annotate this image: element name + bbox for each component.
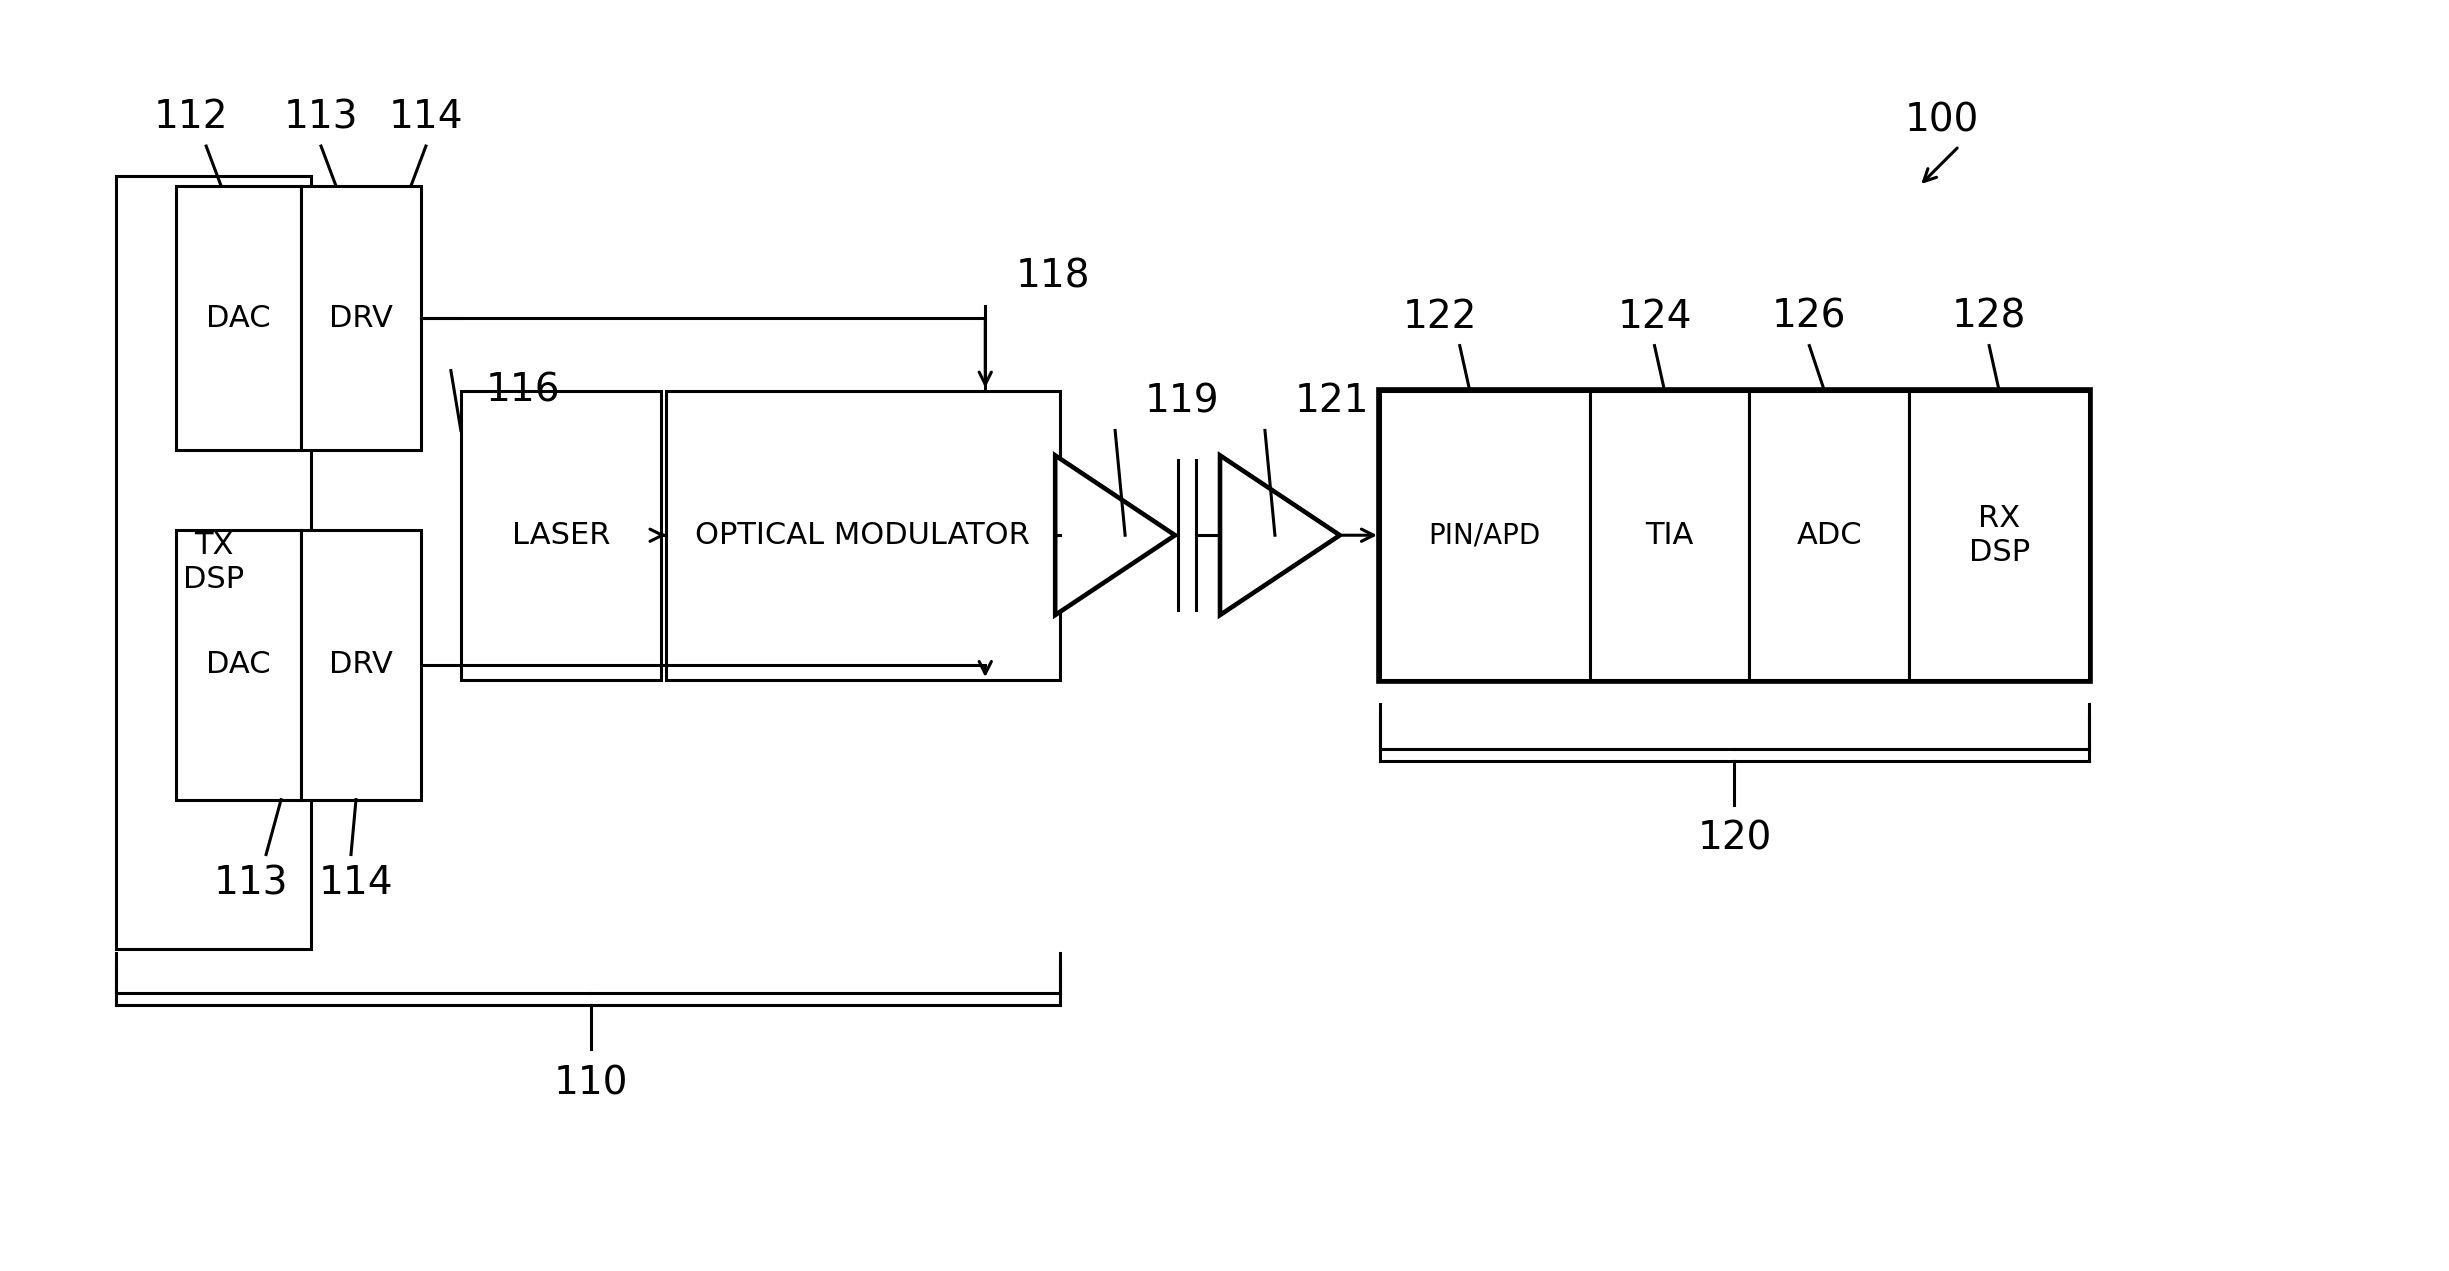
Text: 120: 120 xyxy=(1697,820,1771,858)
Text: 119: 119 xyxy=(1146,383,1220,421)
Bar xyxy=(460,390,661,680)
Text: 126: 126 xyxy=(1773,297,1847,336)
Text: 121: 121 xyxy=(1296,383,1369,421)
Text: TIA: TIA xyxy=(1646,521,1695,550)
Text: 124: 124 xyxy=(1616,297,1692,336)
Bar xyxy=(1910,390,2089,680)
Text: DAC: DAC xyxy=(206,651,272,680)
Bar xyxy=(115,175,311,949)
Text: 122: 122 xyxy=(1403,297,1477,336)
Text: DRV: DRV xyxy=(328,651,392,680)
Text: 100: 100 xyxy=(1905,102,1979,139)
Bar xyxy=(301,530,421,799)
Bar xyxy=(1589,390,1749,680)
Text: LASER: LASER xyxy=(512,521,610,550)
Text: OPTICAL MODULATOR: OPTICAL MODULATOR xyxy=(696,521,1031,550)
Bar xyxy=(666,390,1060,680)
Bar xyxy=(301,186,421,450)
Text: RX
DSP: RX DSP xyxy=(1969,503,2030,567)
Polygon shape xyxy=(1220,455,1340,615)
Text: 114: 114 xyxy=(318,864,394,902)
Text: 118: 118 xyxy=(1016,258,1090,296)
Bar xyxy=(1379,390,1589,680)
Text: 113: 113 xyxy=(284,98,358,136)
Text: 112: 112 xyxy=(154,98,228,136)
Text: DRV: DRV xyxy=(328,304,392,333)
Text: 110: 110 xyxy=(553,1064,627,1102)
Bar xyxy=(176,530,301,799)
Bar xyxy=(1379,390,2089,680)
Text: PIN/APD: PIN/APD xyxy=(1428,521,1540,549)
Text: 128: 128 xyxy=(1952,297,2025,336)
Bar xyxy=(176,186,301,450)
Text: TX
DSP: TX DSP xyxy=(184,531,245,594)
Text: 114: 114 xyxy=(389,98,463,136)
Text: DAC: DAC xyxy=(206,304,272,333)
Bar xyxy=(1749,390,1910,680)
Text: 113: 113 xyxy=(213,864,289,902)
Text: ADC: ADC xyxy=(1798,521,1861,550)
Text: 116: 116 xyxy=(485,371,561,409)
Polygon shape xyxy=(1056,455,1176,615)
